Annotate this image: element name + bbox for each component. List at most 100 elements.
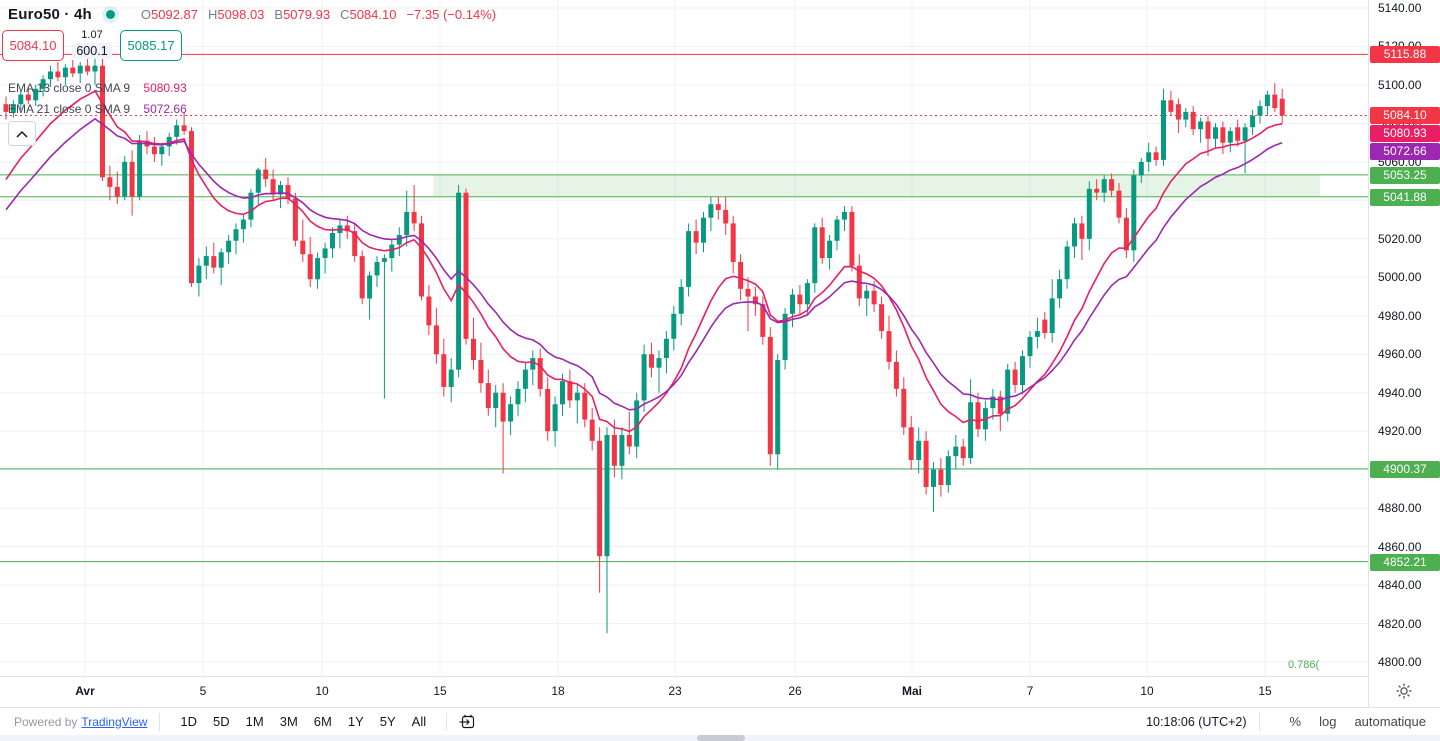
candle xyxy=(864,290,870,299)
candle xyxy=(834,219,840,241)
candle xyxy=(203,256,209,266)
candle xyxy=(827,240,833,258)
time-tick-label: 10 xyxy=(315,684,329,698)
buy-ask-button[interactable]: 5085.17 xyxy=(120,30,182,61)
price-tag: 5084.10 xyxy=(1370,106,1440,124)
candle xyxy=(448,369,454,387)
indicator-ema13[interactable]: EMA 13 close 0 SMA 9 5080.93 xyxy=(8,81,187,95)
ohlc-pair: O5092.87 xyxy=(140,7,199,22)
ohlc-pair: B5079.93 xyxy=(274,7,331,22)
price-chart[interactable]: 0.786( xyxy=(0,0,1368,676)
candle xyxy=(1242,127,1248,141)
candle xyxy=(433,325,439,355)
candle xyxy=(114,186,120,197)
time-tick-label: Mai xyxy=(901,684,923,698)
candle xyxy=(545,388,551,432)
scale-button-log[interactable]: log xyxy=(1319,714,1337,729)
indicator-ema13-label: EMA 13 close 0 SMA 9 xyxy=(8,81,131,95)
candle xyxy=(478,360,484,384)
candle xyxy=(181,125,187,132)
ema-21-line xyxy=(5,117,1283,411)
candle xyxy=(990,396,996,408)
candle xyxy=(1227,131,1233,143)
candle xyxy=(330,233,335,249)
price-tick-label: 4940.00 xyxy=(1378,385,1422,400)
toolbar-divider xyxy=(159,712,161,731)
candle xyxy=(18,94,24,105)
sell-bid-button[interactable]: 5084.10 xyxy=(2,30,64,61)
candle xyxy=(923,440,929,487)
clock-label[interactable]: 10:18:06 (UTC+2) xyxy=(1146,714,1247,729)
candle xyxy=(1175,104,1181,120)
chart-area[interactable]: 0.786( xyxy=(0,0,1368,676)
candle xyxy=(871,290,877,305)
candle xyxy=(515,388,521,405)
candle xyxy=(1094,188,1100,193)
horizontal-scrollbar[interactable] xyxy=(0,735,1440,741)
range-button-6m[interactable]: 6M xyxy=(313,714,332,729)
candle xyxy=(1034,331,1040,337)
toolbar-divider xyxy=(1258,712,1260,731)
time-tick-label: 5 xyxy=(199,684,207,698)
candle xyxy=(723,210,729,224)
candle xyxy=(322,248,328,258)
time-tick-label: 10 xyxy=(1140,684,1154,698)
scale-button-percent[interactable]: % xyxy=(1289,714,1302,729)
chevron-up-icon xyxy=(16,130,28,138)
range-button-5y[interactable]: 5Y xyxy=(379,714,396,729)
candle xyxy=(344,225,350,232)
gear-icon[interactable] xyxy=(1395,682,1413,700)
candle xyxy=(715,204,721,210)
range-button-5d[interactable]: 5D xyxy=(213,714,230,729)
candle xyxy=(567,381,573,401)
range-button-1y[interactable]: 1Y xyxy=(347,714,364,729)
symbol-title[interactable]: Euro50 · 4h xyxy=(8,6,92,23)
candle xyxy=(901,388,907,428)
candle xyxy=(48,71,53,80)
candle xyxy=(1220,127,1226,143)
spread-widget: 1.07 600.1 xyxy=(68,29,116,60)
candle xyxy=(975,402,981,430)
range-button-1m[interactable]: 1M xyxy=(245,714,264,729)
candle xyxy=(812,227,818,284)
candle xyxy=(678,286,684,314)
candle xyxy=(441,354,447,387)
candle xyxy=(107,177,113,187)
range-button-1d[interactable]: 1D xyxy=(180,714,198,729)
range-button-all[interactable]: All xyxy=(411,714,427,729)
candle xyxy=(730,223,736,262)
scale-button-automatique[interactable]: automatique xyxy=(1354,714,1426,729)
candle xyxy=(33,88,39,101)
candle xyxy=(381,258,387,262)
candle xyxy=(604,435,610,557)
candle xyxy=(671,313,677,339)
candle xyxy=(960,446,966,459)
range-buttons: 1D 5D 1M 3M 6M 1Y 5Y All xyxy=(172,712,434,731)
candle xyxy=(1086,188,1092,239)
time-tick-label: 15 xyxy=(1258,684,1272,698)
candle xyxy=(686,231,692,287)
candle xyxy=(189,131,194,284)
collapse-indicators-button[interactable] xyxy=(8,121,36,146)
indicator-ema21-label: EMA 21 close 0 SMA 9 xyxy=(8,102,131,116)
ask-price: 5085.17 xyxy=(127,38,175,53)
candle xyxy=(708,204,714,218)
indicator-ema21[interactable]: EMA 21 close 0 SMA 9 5072.66 xyxy=(8,102,187,116)
candle xyxy=(166,136,172,147)
market-status-dot-icon[interactable] xyxy=(105,10,115,19)
range-button-3m[interactable]: 3M xyxy=(279,714,298,729)
go-to-date-button[interactable] xyxy=(459,713,481,731)
candle xyxy=(997,396,1003,414)
candle xyxy=(1138,161,1144,176)
candle xyxy=(226,240,232,253)
candle xyxy=(582,392,588,420)
candle xyxy=(100,65,105,178)
price-axis[interactable]: 4800.00 4820.00 4840.00 4860.00 4880.00 4900.… xyxy=(1368,0,1440,707)
scrollbar-handle[interactable] xyxy=(697,735,745,741)
calendar-arrow-icon xyxy=(459,714,475,728)
candle xyxy=(893,361,899,389)
candle xyxy=(233,229,239,241)
candle xyxy=(307,254,313,280)
time-axis[interactable]: Avr 5 10 15 18 23 26 Mai 7 10 15 xyxy=(0,676,1368,707)
tradingview-link[interactable]: TradingView xyxy=(81,714,148,729)
